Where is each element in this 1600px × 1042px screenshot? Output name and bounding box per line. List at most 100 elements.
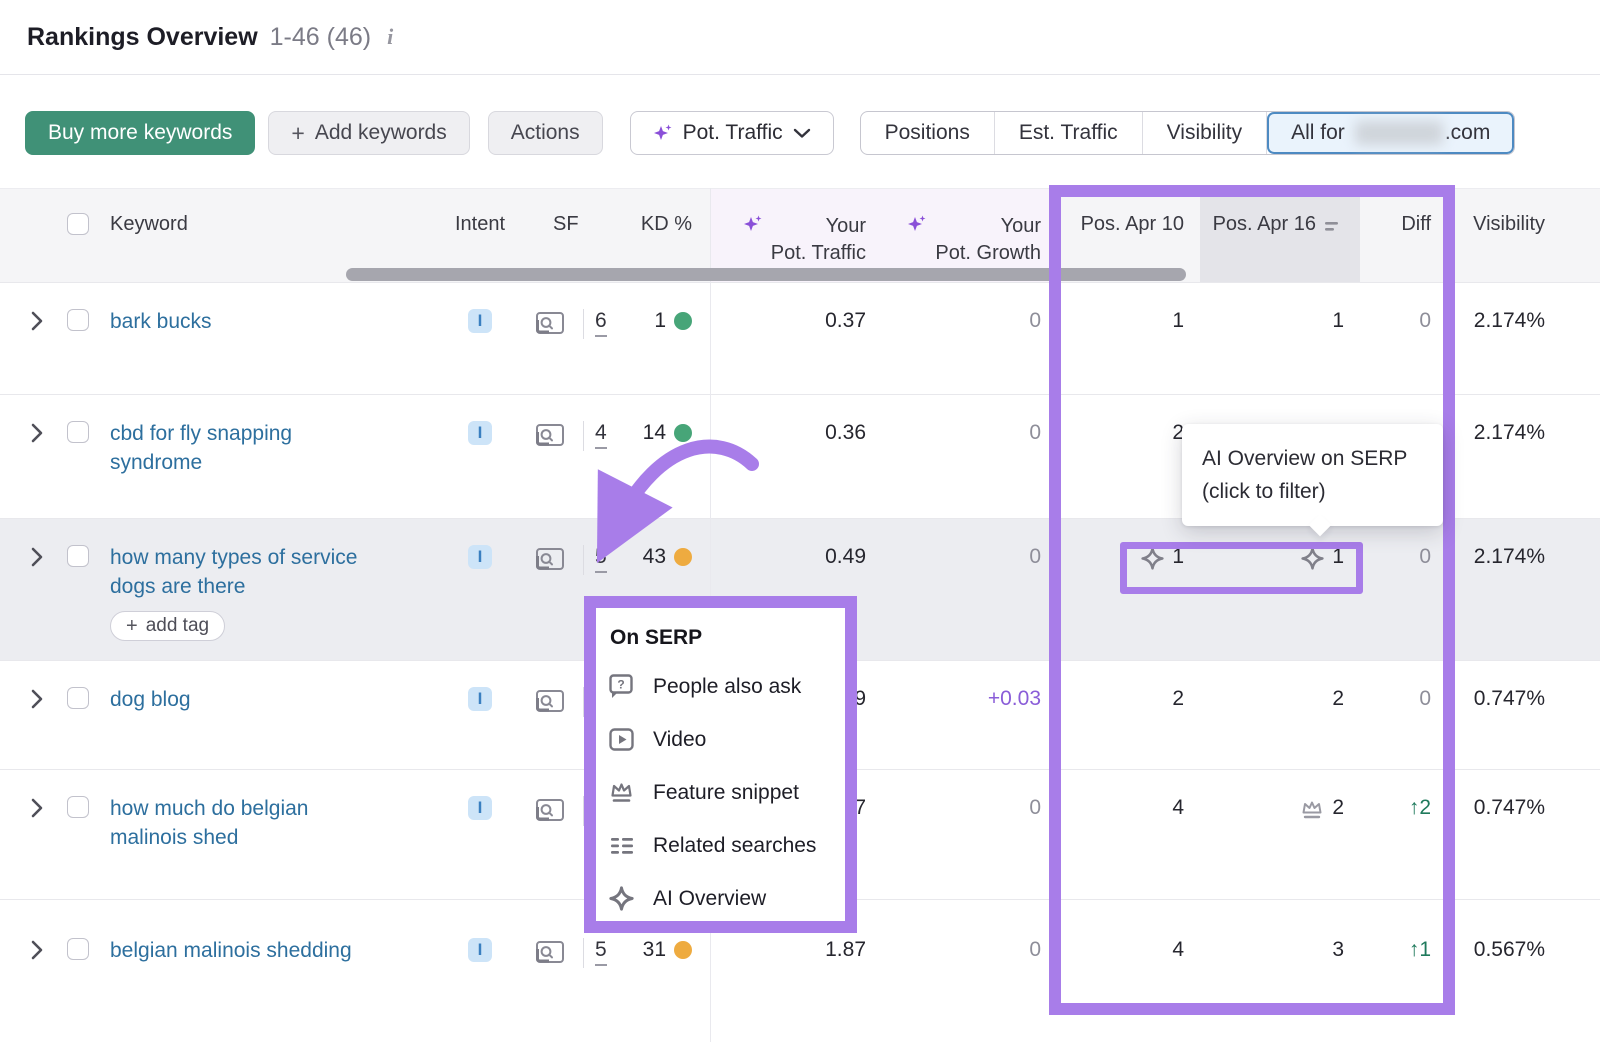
serp-features-icon[interactable] (535, 422, 565, 448)
menu-item-feature-snippet[interactable]: Feature snippet (608, 766, 835, 819)
keyword-link[interactable]: belgian malinois shedding (110, 936, 352, 965)
serp-features-icon[interactable] (535, 546, 565, 572)
kd-level-dot (674, 941, 692, 959)
kd-level-dot (674, 312, 692, 330)
pos-apr10-value: 4 (1172, 796, 1184, 899)
info-icon[interactable]: i (387, 24, 393, 50)
visibility-value: 2.174% (1474, 545, 1545, 660)
col-header-pos-apr16[interactable]: Pos. Apr 16 (1213, 213, 1316, 282)
intent-badge[interactable]: I (468, 796, 492, 820)
expand-chevron-icon[interactable] (30, 311, 44, 331)
sf-count[interactable]: 6 (595, 309, 607, 337)
menu-item-related-searches[interactable]: Related searches (608, 819, 835, 872)
horizontal-scrollbar[interactable] (346, 268, 1186, 281)
row-checkbox[interactable] (67, 796, 89, 818)
ai-overview-icon (608, 885, 635, 912)
keyword-link[interactable]: dog blog (110, 685, 191, 714)
chevron-down-icon (793, 128, 811, 139)
page-title: Rankings Overview (27, 23, 258, 52)
ai-overview-icon[interactable] (1140, 546, 1165, 571)
up-arrow-icon: ↑ (1409, 796, 1420, 819)
col-header-pot-growth[interactable]: Your Pot. Growth (935, 213, 1041, 267)
view-switcher: Positions Est. Traffic Visibility All fo… (860, 111, 1516, 155)
serp-features-icon[interactable] (535, 310, 565, 336)
intent-badge[interactable]: I (468, 938, 492, 962)
row-checkbox[interactable] (67, 687, 89, 709)
serp-features-icon[interactable] (535, 688, 565, 714)
visibility-value: 2.174% (1474, 309, 1545, 394)
sparkle-icon (743, 215, 763, 233)
buy-more-keywords-button[interactable]: Buy more keywords (25, 111, 255, 155)
keyword-link[interactable]: cbd for fly snapping syndrome (110, 419, 368, 477)
sf-count[interactable]: 5 (595, 938, 607, 966)
svg-text:?: ? (617, 678, 624, 692)
row-checkbox[interactable] (67, 545, 89, 567)
row-checkbox[interactable] (67, 938, 89, 960)
col-header-sf[interactable]: SF (553, 213, 579, 236)
pot-growth-value: +0.03 (988, 687, 1041, 769)
sort-descending-icon[interactable] (1324, 220, 1344, 236)
rankings-overview-page: Rankings Overview 1-46 (46) i Buy more k… (0, 0, 1600, 1042)
kd-value: 31 (643, 938, 666, 962)
expand-chevron-icon[interactable] (30, 547, 44, 567)
tab-all-for-domain[interactable]: All for .com (1267, 112, 1514, 154)
pot-growth-value: 0 (1029, 421, 1041, 518)
kd-value: 43 (643, 545, 666, 569)
intent-badge[interactable]: I (468, 309, 492, 333)
visibility-value: 2.174% (1474, 421, 1545, 518)
expand-chevron-icon[interactable] (30, 798, 44, 818)
kd-value: 1 (654, 309, 666, 333)
pot-growth-value: 0 (1029, 545, 1041, 660)
up-arrow-icon: ↑ (1409, 938, 1420, 961)
row-checkbox[interactable] (67, 309, 89, 331)
menu-item-video[interactable]: Video (608, 713, 835, 766)
col-header-visibility[interactable]: Visibility (1473, 213, 1545, 282)
pos-apr16-value: 1 (1332, 545, 1344, 660)
popup-title: On SERP (610, 626, 835, 650)
expand-chevron-icon[interactable] (30, 423, 44, 443)
pos-apr10-value: 1 (1172, 309, 1184, 394)
tab-visibility[interactable]: Visibility (1143, 112, 1267, 154)
pos-apr10-value: 4 (1172, 938, 1184, 1042)
actions-button[interactable]: Actions (488, 111, 603, 155)
tab-est-traffic[interactable]: Est. Traffic (995, 112, 1143, 154)
intent-badge[interactable]: I (468, 687, 492, 711)
intent-badge[interactable]: I (468, 421, 492, 445)
related-searches-icon (608, 832, 635, 859)
add-tag-button[interactable]: +add tag (110, 611, 225, 641)
expand-chevron-icon[interactable] (30, 689, 44, 709)
menu-item-ai-overview[interactable]: AI Overview (608, 872, 835, 925)
diff-value: 2 (1419, 796, 1431, 819)
add-keywords-button[interactable]: + Add keywords (268, 111, 469, 155)
people-also-ask-icon: ? (608, 673, 635, 700)
keyword-link[interactable]: how many types of service dogs are there (110, 543, 368, 601)
diff-value: 0 (1419, 687, 1431, 769)
pos-apr16-value: 2 (1332, 687, 1344, 769)
select-all-checkbox[interactable] (67, 213, 89, 235)
expand-chevron-icon[interactable] (30, 940, 44, 960)
keyword-link[interactable]: bark bucks (110, 307, 212, 336)
ai-overview-icon[interactable] (1300, 546, 1325, 571)
sf-count[interactable]: 5 (595, 545, 607, 573)
serp-features-icon[interactable] (535, 939, 565, 965)
col-header-diff[interactable]: Diff (1401, 213, 1431, 282)
row-checkbox[interactable] (67, 421, 89, 443)
video-icon (608, 726, 635, 753)
featured-snippet-crown-icon (608, 779, 635, 806)
col-header-kd[interactable]: KD % (641, 213, 692, 236)
featured-snippet-crown-icon[interactable] (1299, 798, 1325, 822)
serp-features-icon[interactable] (535, 797, 565, 823)
page-header: Rankings Overview 1-46 (46) i (0, 0, 1600, 75)
pot-traffic-value: 0.36 (825, 421, 866, 518)
keyword-link[interactable]: how much do belgian malinois shed (110, 794, 368, 852)
sparkle-icon (907, 215, 927, 233)
col-header-pot-traffic[interactable]: Your Pot. Traffic (771, 213, 866, 267)
sf-count[interactable]: 4 (595, 421, 607, 449)
pos-apr16-value: 1 (1332, 309, 1344, 394)
col-header-keyword[interactable]: Keyword (110, 213, 188, 236)
metric-dropdown[interactable]: Pot. Traffic (630, 111, 834, 155)
menu-item-people-also-ask[interactable]: ? People also ask (608, 660, 835, 713)
intent-badge[interactable]: I (468, 545, 492, 569)
tab-positions[interactable]: Positions (861, 112, 995, 154)
kd-level-dot (674, 424, 692, 442)
